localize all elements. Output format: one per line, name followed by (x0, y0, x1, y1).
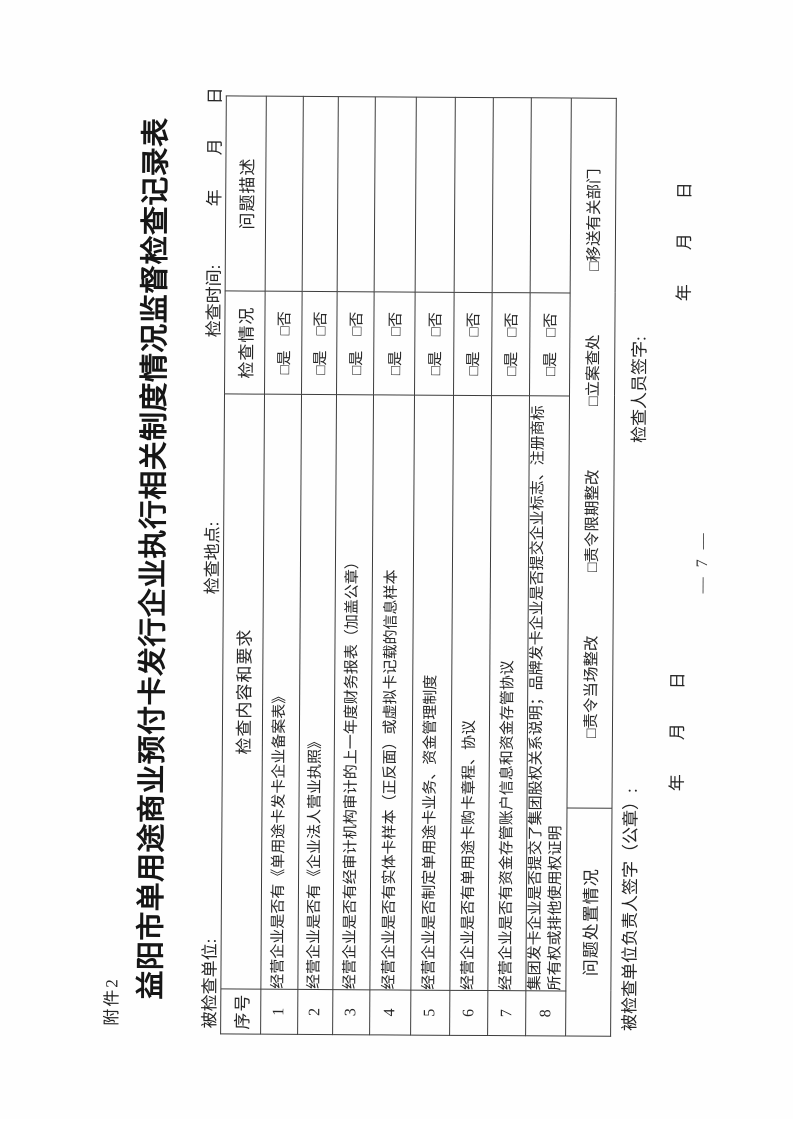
table-row: 7 经营企业是否有资金存管账户信息和资金存管协议 □是 □否 (487, 97, 532, 1036)
page-title: 益阳市单用途商业预付卡发行企业执行相关制度情况监督检查记录表 (133, 117, 173, 1000)
row-number-cell: 2 (297, 989, 333, 1035)
content-cell: 经营企业是否有实体卡样本（正反面）或虚拟卡记载的信息样本 (369, 394, 415, 991)
inspection-location-label: 检查地点: (202, 521, 223, 595)
problem-desc-cell (530, 97, 572, 294)
disposal-options: □责令当场整改 □责令限期整改 □立案查处 □移送有关部门 (567, 99, 615, 808)
problem-desc-cell (302, 96, 339, 292)
row-number-cell: 7 (487, 990, 526, 1036)
problem-desc-cell (454, 97, 494, 293)
problem-desc-cell (492, 97, 532, 293)
table-row: 2 经营企业是否有《企业法人营业执照》 □是 □否 (297, 96, 339, 1035)
inspection-time-label: 检查时间: (204, 264, 224, 338)
content-cell: 经营企业是否有资金存管账户信息和资金存管协议 (487, 395, 530, 991)
content-cell: 集团发卡企业是否提交了集团股权关系说明；品牌发卡企业是否提交企业标志、注册商标所… (525, 395, 570, 992)
row-number-cell: 4 (369, 989, 411, 1036)
header-problem-desc: 问题描述 (225, 95, 267, 292)
table-header-row: 序号 检查内容和要求 检查情况 问题描述 (220, 95, 267, 1035)
row-number-cell: 5 (410, 990, 450, 1036)
problem-desc-cell (374, 96, 417, 293)
option-deadline-rectify-checkbox: □责令限期整改 (583, 469, 602, 572)
row-number-cell: 3 (332, 989, 370, 1035)
table-row: 8 集团发卡企业是否提交了集团股权关系说明；品牌发卡企业是否提交企业标志、注册商… (525, 97, 572, 1037)
page-number: — 7 — (693, 530, 712, 594)
problem-desc-cell (415, 97, 456, 293)
content-cell: 经营企业是否制定单用途卡业务、资金管理制度 (410, 395, 454, 991)
table-row: 3 经营企业是否有经审计机构审计的上一年度财务报表（加盖公章） □是 □否 (332, 96, 376, 1035)
problem-desc-cell (337, 96, 376, 292)
problem-desc-cell (265, 96, 304, 292)
content-cell: 经营企业是否有《单用途卡发卡企业备案表》 (260, 394, 302, 990)
yes-no-checkboxes: □是 □否 (529, 292, 571, 397)
header-check-status: 检查情况 (224, 290, 266, 395)
inspected-unit-label: 被检查单位: (200, 938, 220, 1029)
yes-no-checkboxes: □是 □否 (453, 292, 493, 396)
content-cell: 经营企业是否有单用途卡购卡章程、协议 (449, 395, 492, 991)
yes-no-checkboxes: □是 □否 (336, 291, 375, 395)
table-row: 6 经营企业是否有单用途卡购卡章程、协议 □是 □否 (449, 97, 494, 1036)
header-content: 检查内容和要求 (220, 393, 265, 990)
table-row: 5 经营企业是否制定单用途卡业务、资金管理制度 □是 □否 (410, 97, 456, 1036)
disposal-wrap: 问题处置情况 □责令当场整改 □责令限期整改 □立案查处 □移送有关部门 (566, 99, 616, 1036)
content-cell: 经营企业是否有经审计机构审计的上一年度财务报表（加盖公章） (332, 394, 374, 990)
content-cell: 经营企业是否有《企业法人营业执照》 (297, 394, 337, 990)
row-number-cell: 1 (260, 989, 298, 1035)
yes-no-checkboxes: □是 □否 (301, 291, 338, 395)
option-transfer-dept-checkbox: □移送有关部门 (585, 168, 604, 271)
option-onsite-rectify-checkbox: □责令当场整改 (582, 635, 601, 739)
row-number-cell: 8 (525, 990, 566, 1037)
yes-no-checkboxes: □是 □否 (264, 291, 303, 395)
inspection-date-placeholder: 年 月 日 (205, 87, 225, 207)
disposal-label: 问题处置情况 (566, 807, 612, 1036)
option-file-case-checkbox: □立案查处 (584, 334, 603, 406)
yes-no-checkboxes: □是 □否 (373, 291, 416, 396)
yes-no-checkboxes: □是 □否 (414, 292, 455, 396)
row-number-cell: 6 (449, 990, 488, 1036)
disposal-row: 问题处置情况 □责令当场整改 □责令限期整改 □立案查处 □移送有关部门 (565, 98, 617, 1037)
table-row: 4 经营企业是否有实体卡样本（正反面）或虚拟卡记载的信息样本 □是 □否 (369, 96, 417, 1036)
unit-signature-label: 被检查单位负责人签字（公章）: (620, 788, 641, 1031)
yes-no-checkboxes: □是 □否 (491, 292, 531, 396)
table-row: 1 经营企业是否有《单用途卡发卡企业备案表》 □是 □否 (260, 96, 304, 1035)
unit-signature-date: 年 月 日 (667, 672, 688, 792)
inspector-signature-label: 检查人员签字: (629, 336, 650, 444)
inspector-signature-date: 年 月 日 (674, 182, 695, 302)
attachment-label: 附件2 (102, 977, 122, 1026)
header-seq: 序号 (220, 988, 261, 1035)
inspection-record-table: 序号 检查内容和要求 检查情况 问题描述 1 经营企业是否有《单用途卡发卡企业备… (220, 95, 617, 1037)
